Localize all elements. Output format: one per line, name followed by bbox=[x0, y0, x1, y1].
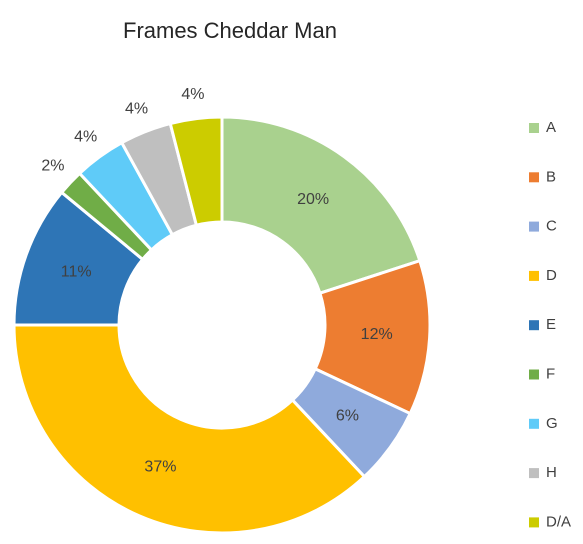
legend-swatch bbox=[529, 270, 539, 281]
legend-label: E bbox=[546, 316, 556, 333]
legend-label: D bbox=[546, 267, 557, 284]
data-label: 4% bbox=[125, 101, 148, 118]
legend-swatch bbox=[529, 320, 539, 331]
data-label: 37% bbox=[144, 458, 176, 475]
donut-slice bbox=[220, 115, 422, 296]
data-label: 6% bbox=[336, 407, 359, 424]
legend-label: F bbox=[546, 365, 555, 382]
legend-label: D/A bbox=[546, 513, 571, 530]
data-label: 4% bbox=[181, 86, 204, 103]
legend: A B C D E F G H D/A bbox=[529, 119, 571, 530]
legend-label: A bbox=[546, 119, 556, 136]
legend-swatch bbox=[529, 221, 539, 232]
legend-label: B bbox=[546, 168, 556, 185]
legend-swatch bbox=[529, 517, 539, 528]
legend-swatch bbox=[529, 172, 539, 183]
data-label: 11% bbox=[61, 264, 92, 281]
legend-swatch bbox=[529, 418, 539, 429]
legend-swatch bbox=[529, 468, 539, 479]
donut-slice bbox=[168, 115, 224, 228]
data-label: 2% bbox=[41, 157, 64, 174]
legend-label: H bbox=[546, 464, 557, 481]
donut-slice bbox=[12, 323, 367, 535]
legend-swatch bbox=[529, 369, 539, 380]
chart-title: Frames Cheddar Man bbox=[123, 18, 337, 43]
data-label: 20% bbox=[297, 191, 329, 208]
legend-label: C bbox=[546, 218, 557, 235]
data-label: 4% bbox=[74, 129, 97, 146]
data-label: 12% bbox=[361, 326, 393, 343]
legend-label: G bbox=[546, 415, 558, 432]
legend-swatch bbox=[529, 123, 539, 133]
